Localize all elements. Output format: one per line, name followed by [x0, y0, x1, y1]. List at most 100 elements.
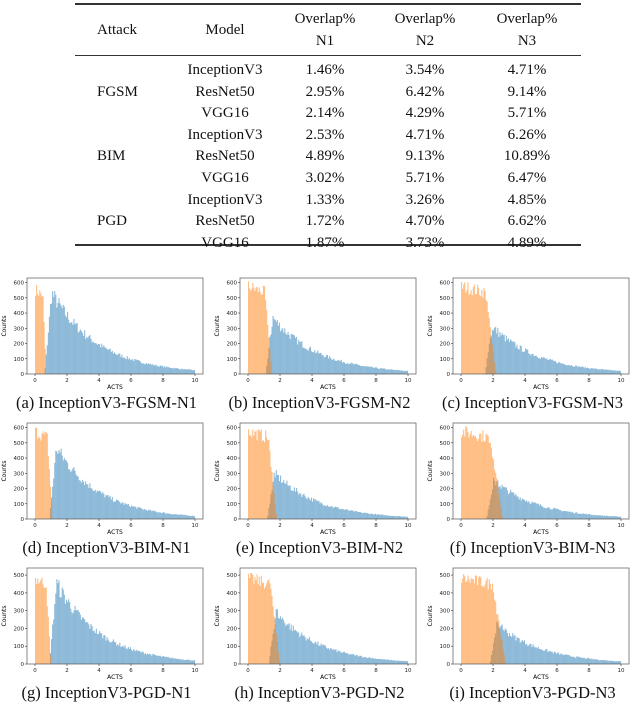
x-tick-label: 8: [161, 668, 165, 674]
adversarial-bar: [150, 509, 152, 519]
adversarial-bar: [531, 647, 533, 664]
adversarial-bar: [186, 659, 188, 664]
y-tick-label: 100: [227, 644, 238, 650]
y-tick-label: 0: [234, 372, 238, 378]
adversarial-bar: [552, 360, 554, 374]
histogram-panel: 0 2 4 6 8 10 0 100 200 300 400 500 600 ACTS Counts (b) …: [213, 273, 426, 418]
x-tick-label: 8: [587, 523, 591, 529]
overlap-cell: 6.62%: [507, 213, 547, 230]
adversarial-bar: [553, 507, 555, 519]
adversarial-bar: [276, 609, 278, 664]
benign-bar: [495, 601, 497, 664]
adversarial-bar: [513, 492, 515, 519]
adversarial-bar: [549, 508, 551, 519]
adversarial-bar: [563, 655, 565, 664]
adversarial-bar: [364, 512, 366, 519]
adversarial-bar: [128, 506, 130, 519]
adversarial-bar: [135, 506, 137, 519]
adversarial-bar: [144, 364, 146, 374]
adversarial-bar: [152, 653, 154, 664]
adversarial-bar: [309, 640, 311, 664]
adversarial-bar: [373, 514, 375, 519]
adversarial-bar: [97, 344, 100, 374]
adversarial-bar: [85, 622, 87, 664]
adversarial-bar: [532, 353, 534, 374]
adversarial-bar: [137, 507, 139, 519]
adversarial-bar: [602, 660, 604, 664]
adversarial-bar: [186, 369, 188, 374]
benign-bar: [38, 295, 40, 374]
overlap-cell: 1.87%: [305, 234, 345, 251]
adversarial-bar: [529, 644, 531, 664]
x-tick-label: 10: [618, 378, 625, 384]
benign-bar: [253, 435, 255, 519]
x-axis-label: ACTS: [320, 674, 336, 681]
adversarial-bar: [129, 507, 132, 519]
adversarial-bar: [546, 649, 548, 664]
benign-bar: [45, 587, 47, 664]
benign-bar: [463, 429, 465, 519]
adversarial-bar: [351, 510, 353, 519]
x-tick-label: 6: [342, 668, 346, 674]
benign-bar: [469, 434, 471, 519]
adversarial-bar: [319, 645, 321, 664]
benign-bar: [44, 431, 46, 519]
adversarial-bar: [533, 502, 535, 519]
adversarial-bar: [402, 370, 404, 374]
adversarial-bar: [336, 652, 338, 664]
x-tick-label: 4: [310, 523, 314, 529]
adversarial-bar: [299, 493, 301, 519]
x-tick-label: 6: [129, 378, 133, 384]
adversarial-bar: [124, 503, 126, 519]
benign-bar: [260, 429, 262, 519]
benign-bar: [479, 295, 481, 374]
adversarial-bar: [324, 357, 326, 374]
adversarial-bar: [349, 510, 351, 519]
adversarial-bar: [593, 659, 595, 664]
adversarial-bar: [599, 515, 601, 519]
adversarial-bar: [109, 642, 111, 664]
adversarial-bar: [582, 657, 584, 664]
adversarial-bar: [170, 514, 172, 519]
adversarial-bar: [67, 462, 69, 519]
adversarial-bar: [550, 509, 552, 519]
adversarial-bar: [97, 633, 100, 664]
x-tick-label: 2: [491, 523, 495, 529]
adversarial-bar: [528, 645, 530, 664]
adversarial-bar: [352, 654, 354, 664]
histogram-panel: 0 2 4 6 8 10 0 100 200 300 400 500 600 ACTS Counts (c) …: [426, 273, 639, 418]
adversarial-bar: [529, 503, 531, 519]
adversarial-bar: [97, 491, 100, 519]
adversarial-bar: [190, 516, 192, 519]
adversarial-bar: [372, 514, 374, 519]
benign-bar: [268, 439, 270, 519]
benign-bar: [266, 437, 268, 519]
adversarial-bar: [182, 659, 184, 664]
adversarial-bar: [85, 481, 87, 519]
adversarial-bar: [288, 623, 290, 664]
adversarial-bar: [522, 499, 524, 519]
benign-bar: [485, 580, 487, 664]
adversarial-bar: [523, 640, 526, 664]
adversarial-bar: [349, 364, 351, 374]
adversarial-bar: [116, 499, 118, 519]
adversarial-bar: [58, 298, 60, 374]
adversarial-bar: [86, 484, 88, 519]
adversarial-bar: [104, 347, 106, 374]
adversarial-bar: [283, 620, 285, 664]
benign-bar: [250, 435, 252, 519]
adversarial-bar: [73, 610, 75, 664]
adversarial-bar: [557, 508, 559, 519]
adversarial-bar: [112, 353, 114, 374]
adversarial-bar: [564, 654, 566, 664]
adversarial-bar: [372, 367, 374, 374]
adversarial-bar: [59, 452, 61, 519]
subfigure-caption: (e) InceptionV3-BIM-N2: [235, 538, 404, 557]
adversarial-bar: [109, 348, 111, 374]
adversarial-bar: [306, 349, 308, 374]
x-tick-label: 6: [129, 668, 133, 674]
adversarial-bar: [613, 370, 615, 374]
adversarial-bar: [181, 514, 183, 519]
adversarial-bar: [118, 645, 120, 664]
adversarial-bar: [390, 515, 393, 519]
